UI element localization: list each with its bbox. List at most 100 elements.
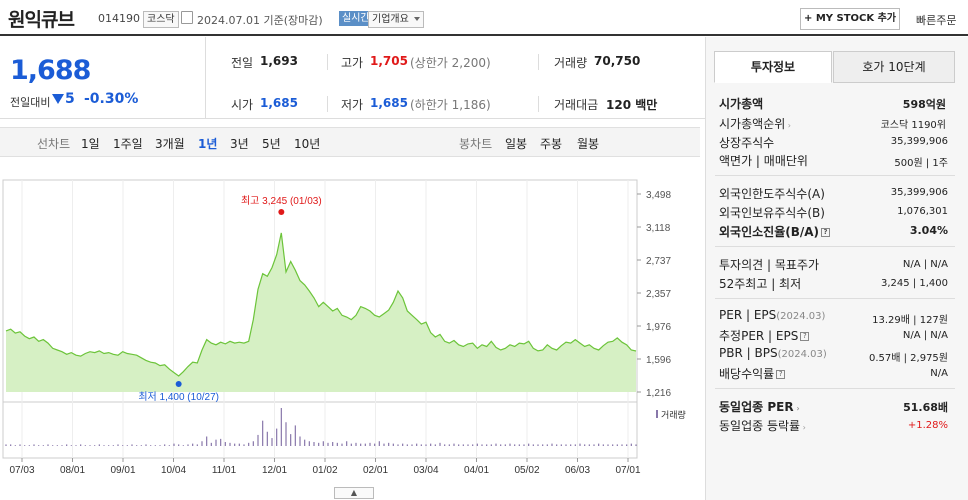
help-icon[interactable]: ?	[800, 332, 810, 341]
volume-bar	[565, 444, 567, 446]
pbr-date: (2024.03)	[777, 349, 827, 360]
tab-1w[interactable]: 1주일	[113, 137, 143, 151]
pbr-value: 0.57배 | 2,975원	[868, 353, 948, 364]
y-tick-label: 1,976	[646, 322, 671, 333]
help-icon[interactable]: ?	[776, 370, 786, 379]
volume-bar	[416, 443, 418, 446]
tab-5y[interactable]: 5년	[262, 137, 281, 151]
volume-bar	[252, 441, 254, 446]
amount-value: 120 백만	[606, 98, 658, 112]
tab-order-book[interactable]: 호가 10단계	[833, 51, 955, 83]
price-change-value: 5	[65, 91, 75, 107]
volume-bar	[327, 442, 329, 446]
volume-bar	[108, 445, 110, 446]
chart-collapse-button[interactable]: ▲	[334, 487, 374, 499]
tab-3m[interactable]: 3개월	[155, 137, 185, 151]
industry-change-label[interactable]: 동일업종 등락률 ›	[719, 419, 806, 433]
listed-shares-label: 상장주식수	[719, 136, 775, 150]
volume-bar	[626, 444, 628, 446]
volume-bar	[280, 408, 282, 446]
volume-bar	[612, 444, 614, 446]
stock-code: 014190	[98, 12, 140, 25]
volume-bar	[584, 444, 586, 446]
volume-bar	[560, 444, 562, 446]
dividend-label[interactable]: 배당수익률?	[719, 365, 786, 382]
x-tick-label: 03/04	[413, 465, 438, 476]
volume-bar	[24, 445, 26, 446]
volume-bar	[196, 444, 198, 446]
volume-bar	[294, 425, 296, 446]
per-label: PER | EPS(2024.03)	[719, 308, 825, 322]
foreign-hold-value: 1,076,301	[897, 206, 948, 217]
volume-bar	[117, 444, 119, 446]
add-mystock-button[interactable]: + MY STOCK 추가	[800, 8, 900, 30]
cap-rank-label[interactable]: 시가총액순위 ›	[719, 117, 791, 131]
divider	[715, 246, 955, 247]
foreign-ratio-text: 외국인소진율(B/A)	[719, 225, 820, 239]
open-value: 1,685	[260, 96, 298, 110]
week52-label: 52주최고 | 최저	[719, 277, 802, 291]
volume-bar	[215, 439, 217, 446]
est-per-value: N/A | N/A	[902, 330, 948, 341]
foreign-ratio-label[interactable]: 외국인소진율(B/A)?	[719, 223, 831, 240]
volume-bar	[150, 445, 152, 446]
tab-10y[interactable]: 10년	[294, 137, 321, 151]
volume-bar	[467, 444, 469, 446]
current-price: 1,688	[10, 55, 91, 86]
volume-bar	[159, 445, 161, 446]
volume-bar	[192, 443, 194, 446]
x-tick-label: 01/02	[312, 465, 337, 476]
volume-bar	[257, 434, 259, 446]
volume-bar	[187, 444, 189, 446]
tab-invest-info[interactable]: 투자정보	[714, 51, 832, 83]
foreign-limit-value: 35,399,906	[890, 187, 948, 198]
x-tick-label: 09/01	[110, 465, 135, 476]
foreign-ratio-value: 3.04%	[909, 224, 948, 237]
tab-1y[interactable]: 1년	[198, 137, 218, 151]
calendar-icon	[181, 11, 193, 24]
dividend-value: N/A	[930, 368, 948, 379]
current-price-box: 1,688 전일대비 5 -0.30%	[0, 37, 206, 119]
realtime-button[interactable]: 실시간	[339, 11, 373, 26]
company-name[interactable]: 원익큐브	[8, 9, 75, 31]
volume-bar	[476, 443, 478, 446]
volume-bar	[70, 445, 72, 446]
x-tick-label: 11/01	[212, 465, 237, 476]
volume-bar	[392, 443, 394, 446]
market-cap-value: 598억원	[902, 98, 946, 111]
volume-bar	[402, 443, 404, 446]
volume-bar	[276, 428, 278, 446]
tab-daily[interactable]: 일봉	[505, 137, 528, 151]
quick-order-button[interactable]: 빠른주문	[916, 14, 957, 27]
est-per-label[interactable]: 추정PER | EPS?	[719, 327, 810, 344]
industry-per-label[interactable]: 동일업종 PER ›	[719, 400, 800, 414]
volume-bar	[66, 444, 68, 446]
volume-bar	[448, 444, 450, 446]
high-marker	[278, 209, 285, 215]
tab-monthly[interactable]: 월봉	[577, 137, 600, 151]
x-tick-label: 12/01	[262, 465, 287, 476]
pbr-label: PBR | BPS(2024.03)	[719, 346, 827, 360]
listed-shares-value: 35,399,906	[890, 136, 948, 147]
volume-bar	[80, 444, 82, 446]
lower-limit: (하한가 1,186)	[410, 98, 491, 112]
volume-bar	[318, 442, 320, 446]
volume-bar	[122, 445, 124, 446]
price-stats: 전일 1,693 고가 1,705 (상한가 2,200) 거래량 70,750…	[206, 37, 705, 119]
volume-bar	[173, 443, 175, 446]
help-icon[interactable]: ?	[821, 228, 831, 237]
volume-bar	[537, 444, 539, 446]
volume-bar	[33, 444, 35, 446]
per-text: PER | EPS	[719, 308, 777, 322]
volume-bar	[131, 444, 133, 446]
tab-weekly[interactable]: 주봉	[540, 137, 563, 151]
price-chart[interactable]: 3,498 3,118 2,737 2,357 1,976 1,596 1,216 07/0…	[0, 158, 704, 500]
volume-bar	[486, 444, 488, 446]
volume-bar	[504, 444, 506, 446]
volume-bar	[574, 444, 576, 446]
tab-3y[interactable]: 3년	[230, 137, 249, 151]
tab-1d[interactable]: 1일	[81, 137, 100, 151]
volume-bar	[56, 445, 58, 446]
week52-value: 3,245 | 1,400	[881, 278, 948, 289]
company-info-dropdown[interactable]: 기업개요	[368, 11, 424, 28]
